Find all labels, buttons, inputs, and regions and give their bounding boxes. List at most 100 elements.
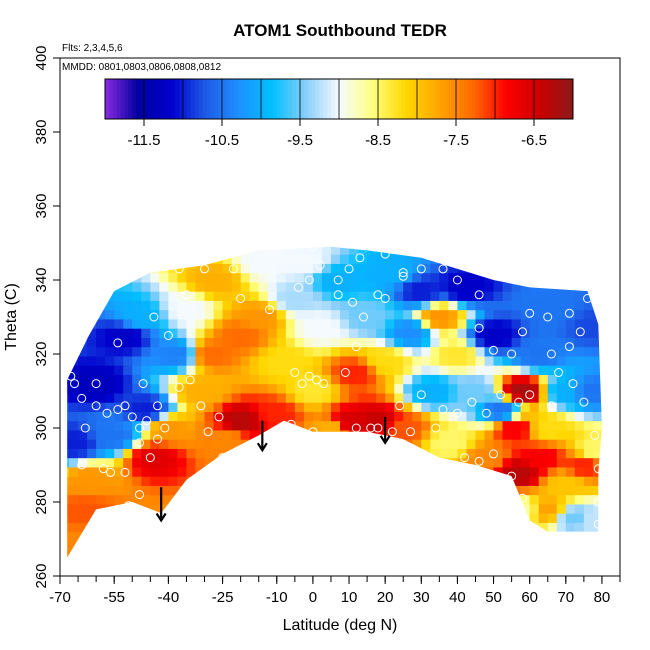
heatmap-cell	[403, 236, 413, 246]
heatmap-cell	[602, 310, 612, 320]
heatmap-cell	[78, 346, 88, 357]
heatmap-cell	[394, 522, 404, 533]
heatmap-cell	[358, 383, 368, 394]
heatmap-cell	[556, 439, 567, 449]
colorbar-segment	[491, 79, 496, 119]
heatmap-cell	[285, 439, 296, 449]
heatmap-cell	[303, 411, 314, 422]
heatmap-cell	[575, 559, 585, 569]
heatmap-cell	[186, 355, 197, 366]
heatmap-cell	[204, 374, 215, 385]
heatmap-cell	[303, 513, 314, 523]
colorbar-segment	[444, 79, 449, 119]
heatmap-cell	[502, 300, 513, 311]
heatmap-cell	[168, 448, 179, 459]
heatmap-cell	[520, 392, 531, 403]
heatmap-cell	[96, 337, 106, 348]
heatmap-cell	[583, 328, 594, 338]
heatmap-cell	[484, 291, 495, 301]
heatmap-cell	[177, 355, 188, 366]
heatmap-cell	[304, 236, 314, 246]
heatmap-cell	[105, 559, 115, 569]
heatmap-cell	[313, 236, 323, 246]
heatmap-cell	[303, 346, 314, 357]
heatmap-cell	[195, 346, 206, 357]
heatmap-cell	[69, 457, 79, 468]
heatmap-cell	[547, 291, 558, 301]
heatmap-cell	[294, 503, 305, 514]
heatmap-cell	[466, 328, 477, 338]
heatmap-cell	[412, 402, 422, 412]
heatmap-cell	[168, 402, 179, 412]
heatmap-cell	[105, 281, 115, 292]
heatmap-cell	[321, 448, 332, 459]
heatmap-cell	[385, 476, 395, 486]
heatmap-cell	[141, 246, 151, 255]
heatmap-cell	[367, 337, 377, 348]
heatmap-cell	[538, 540, 549, 551]
colorbar-segment	[475, 79, 480, 119]
heatmap-cell	[412, 485, 422, 496]
heatmap-cell	[448, 263, 459, 274]
heatmap-cell	[249, 503, 260, 514]
colorbar-segment	[362, 79, 367, 119]
heatmap-cell	[448, 439, 459, 449]
heatmap-cell	[358, 246, 368, 255]
colorbar-segment	[280, 79, 285, 119]
heatmap-cell	[303, 337, 314, 348]
heatmap-cell	[87, 355, 97, 366]
heatmap-cell	[340, 383, 350, 394]
heatmap-cell	[394, 383, 404, 394]
heatmap-cell	[303, 281, 314, 292]
heatmap-cell	[539, 559, 549, 569]
heatmap-cell	[394, 254, 404, 264]
heatmap-cell	[96, 429, 106, 440]
heatmap-cell	[583, 402, 594, 412]
observation-point	[127, 412, 137, 422]
heatmap-cell	[376, 503, 386, 514]
heatmap-cell	[87, 420, 97, 431]
heatmap-cell	[67, 337, 70, 348]
heatmap-cell	[529, 420, 540, 431]
heatmap-cell	[457, 429, 468, 440]
heatmap-cell	[321, 503, 332, 514]
heatmap-cell	[132, 392, 142, 403]
colorbar-segment	[342, 79, 348, 119]
heatmap-cell	[114, 246, 124, 255]
heatmap-cell	[285, 466, 296, 477]
heatmap-cell	[87, 328, 97, 338]
heatmap-cell	[168, 236, 178, 246]
heatmap-cell	[105, 291, 115, 301]
heatmap-cell	[277, 559, 287, 569]
heatmap-cell	[439, 439, 449, 449]
heatmap-cell	[358, 550, 368, 558]
heatmap-cell	[159, 291, 169, 301]
heatmap-cell	[592, 272, 602, 283]
heatmap-cell	[69, 448, 79, 459]
observation-point	[449, 471, 459, 481]
heatmap-cell	[439, 531, 449, 542]
heatmap-cell	[475, 522, 486, 533]
heatmap-cell	[602, 439, 612, 449]
heatmap-cell	[114, 263, 124, 274]
heatmap-cell	[403, 550, 413, 558]
heatmap-cell	[195, 355, 206, 366]
heatmap-cell	[403, 337, 413, 348]
heatmap-cell	[367, 402, 377, 412]
heatmap-cell	[574, 420, 585, 431]
heatmap-cell	[565, 291, 576, 301]
heatmap-cell	[267, 337, 278, 348]
colorbar-segment	[296, 79, 301, 119]
heatmap-cell	[412, 420, 422, 431]
heatmap-cell	[150, 309, 160, 320]
heatmap-cell	[159, 281, 169, 292]
heatmap-cell	[87, 263, 97, 274]
heatmap-cell	[340, 494, 350, 505]
heatmap-cell	[511, 328, 522, 338]
heatmap-cell	[258, 328, 269, 338]
heatmap-cell	[430, 318, 440, 329]
heatmap-cell	[538, 263, 549, 274]
heatmap-cell	[321, 466, 332, 477]
heatmap-cell	[583, 439, 594, 449]
heatmap-cell	[177, 309, 188, 320]
